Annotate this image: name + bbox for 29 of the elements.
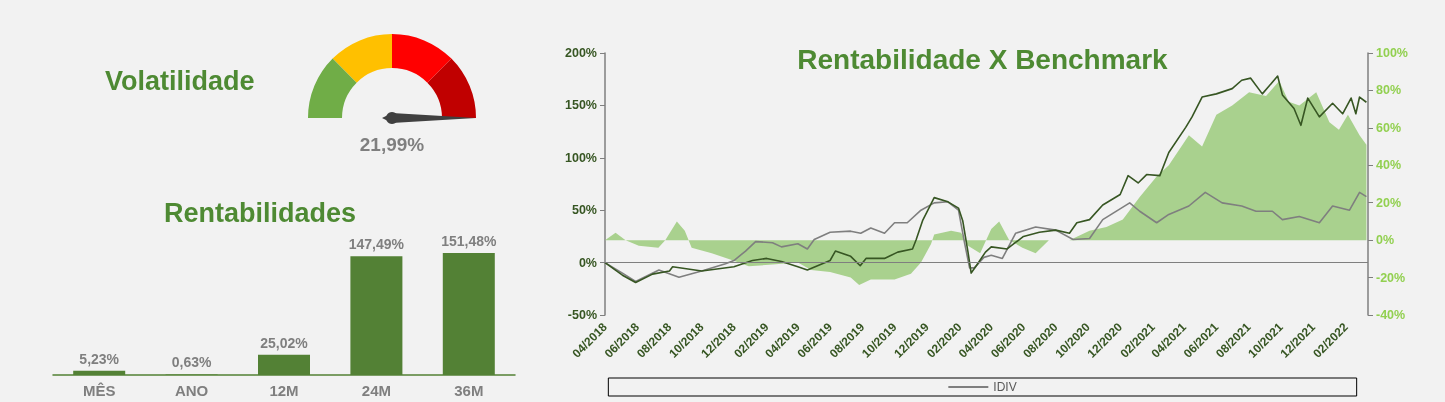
x-tick-label: ANO xyxy=(174,382,209,399)
y2-tick-label: 20% xyxy=(1376,195,1402,210)
x-tick-label: 24M xyxy=(361,382,391,399)
x-tick-label: 36M xyxy=(454,382,484,399)
data-label: 25,02% xyxy=(260,334,309,351)
y-tick-label: 50% xyxy=(571,203,597,218)
data-label: 151,48% xyxy=(441,233,497,249)
data-label: 21,99% xyxy=(359,133,425,155)
y-tick-label: 0% xyxy=(578,255,597,270)
x-tick-label: 12M xyxy=(269,382,299,399)
y2-tick-label: 40% xyxy=(1376,158,1402,173)
y2-tick-label: 60% xyxy=(1376,120,1402,135)
y-tick-label: 200% xyxy=(565,46,597,60)
y2-tick-label: 100% xyxy=(1376,46,1408,60)
data-label: 5,23% xyxy=(79,350,120,367)
y-tick-label: 100% xyxy=(565,150,597,165)
y-tick-label: 150% xyxy=(565,98,597,113)
y-tick-label: -50% xyxy=(567,308,597,322)
text: Volatilidade xyxy=(105,65,255,96)
y2-tick-label: 0% xyxy=(1376,233,1395,248)
y2-tick-label: -20% xyxy=(1376,270,1406,285)
y2-tick-label: -40% xyxy=(1376,308,1406,322)
chart-title: Rentabilidades xyxy=(163,197,357,228)
chart-title: Rentabilidade X Benchmark xyxy=(797,43,1169,75)
data-label: 0,63% xyxy=(171,354,212,371)
y2-tick-label: 80% xyxy=(1376,83,1402,98)
x-tick-label: MÊS xyxy=(82,382,116,399)
legend-label: IDIV xyxy=(993,380,1017,394)
data-label: 147,49% xyxy=(348,236,405,253)
